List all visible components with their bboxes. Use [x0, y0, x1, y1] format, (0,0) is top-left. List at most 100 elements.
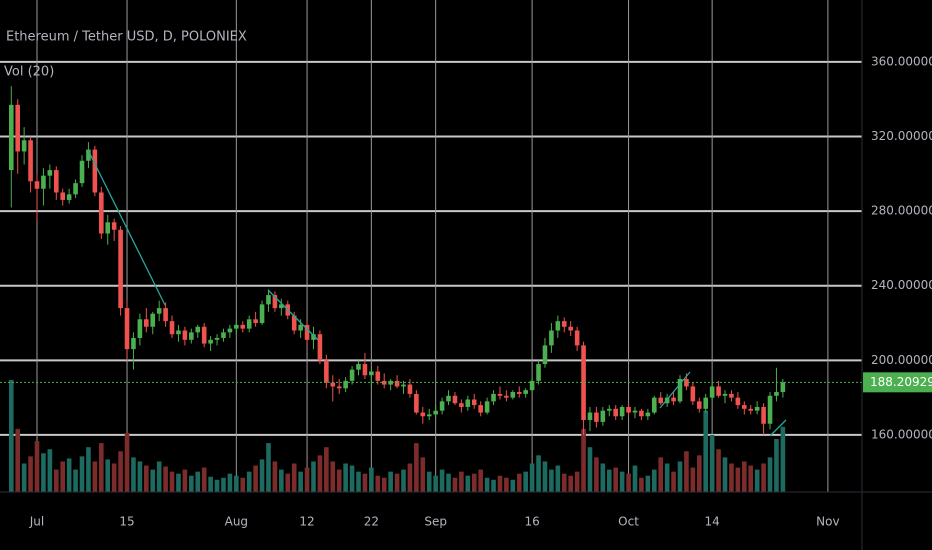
candle-body [671, 397, 676, 402]
trend-lines [87, 149, 787, 437]
candle-body [201, 326, 207, 344]
candle-body [28, 140, 33, 182]
candle-body [690, 386, 696, 402]
y-tick-label: 200.00000000 [871, 353, 932, 367]
candle-body [324, 360, 329, 383]
candle-body [574, 330, 580, 346]
volume-bar [259, 459, 265, 492]
volume-bar [549, 469, 554, 492]
volume-bar [131, 457, 136, 492]
candle-body [619, 406, 625, 417]
volume-bar [111, 463, 117, 492]
trend-line [87, 149, 166, 306]
volume-bar [298, 471, 303, 492]
candle-body [722, 393, 728, 396]
candle-body [259, 304, 265, 324]
candle-body [729, 393, 734, 398]
candle-body [105, 222, 111, 234]
candle-body [452, 395, 458, 404]
candle-body [73, 183, 78, 195]
candle-body [111, 222, 117, 230]
candle-body [150, 313, 156, 327]
volume-bar [516, 473, 522, 492]
candle-body [414, 393, 419, 413]
candle-body [279, 304, 284, 309]
candle-body [523, 390, 528, 394]
last-price-label: 188.20929304 [870, 375, 932, 389]
candle-body [407, 384, 413, 394]
x-tick-label: 15 [119, 515, 134, 529]
candle-body [272, 295, 278, 309]
candle-body [124, 308, 130, 350]
candle-body [716, 386, 721, 396]
candle-body [266, 295, 271, 305]
volume-bar [79, 456, 85, 492]
volume-bar [761, 463, 766, 492]
x-tick-label: Sep [424, 515, 447, 529]
candle-body [774, 392, 779, 396]
volume-bar [336, 469, 342, 492]
y-tick-label: 240.00000000 [871, 278, 932, 292]
volume-bar [774, 439, 779, 492]
candle-body [66, 194, 72, 200]
volume-bar [754, 469, 760, 492]
volume-bar [735, 467, 741, 492]
candle-body [471, 399, 477, 406]
volume-bar [780, 426, 786, 492]
volume-bar [73, 469, 78, 492]
candle-body [317, 334, 323, 361]
volume-bar [362, 473, 368, 492]
volume-bar [574, 471, 580, 492]
volume-bar [703, 410, 709, 492]
x-tick-label: Aug [225, 515, 248, 529]
candle-body [587, 412, 593, 421]
candle-body [606, 408, 612, 411]
volume-bar [536, 455, 541, 492]
candle-body [21, 140, 27, 152]
volume-bar [407, 463, 413, 492]
candle-body [208, 339, 213, 344]
chart-title: Ethereum / Tether USD, D, POLONIEX [6, 30, 247, 45]
candle-body [79, 160, 85, 184]
volume-bar [748, 465, 754, 492]
candle-body [632, 410, 638, 413]
volume-bar [285, 473, 291, 492]
candle-body [645, 412, 651, 417]
candle-body [510, 392, 516, 398]
candle-body [240, 324, 246, 329]
volume-bar [324, 447, 329, 492]
volume-bar [156, 461, 162, 492]
volume-bar [722, 457, 728, 492]
candle-body [99, 192, 104, 234]
volume-bar [330, 461, 336, 492]
volume-bar [645, 475, 651, 492]
volume-bar [471, 473, 477, 492]
volume-bar [137, 461, 143, 492]
volume-bar [118, 451, 123, 492]
volume-bar [253, 465, 258, 492]
volume-bar [426, 471, 432, 492]
trend-line [267, 289, 319, 341]
volume-bar [729, 463, 734, 492]
candle-body [491, 393, 496, 402]
volume-bar [716, 449, 721, 492]
x-tick-label: 12 [299, 515, 314, 529]
candle-body [227, 328, 233, 333]
candle-body [298, 324, 303, 331]
candle-body [369, 371, 374, 376]
volume-bar [169, 471, 175, 492]
volume-bar [34, 441, 40, 492]
volume-bar [613, 467, 618, 492]
volume-bar [28, 456, 33, 492]
candle-body [555, 321, 561, 331]
volume-bar [742, 461, 747, 492]
volume-bar [272, 461, 278, 492]
candle-body [189, 332, 194, 340]
candle-body [561, 321, 567, 327]
volume-bar [671, 471, 676, 492]
candle-body [767, 395, 773, 424]
candle-body [516, 392, 522, 394]
candle-body [15, 104, 21, 152]
volume-bar [105, 459, 111, 492]
volume-bar [124, 432, 130, 492]
